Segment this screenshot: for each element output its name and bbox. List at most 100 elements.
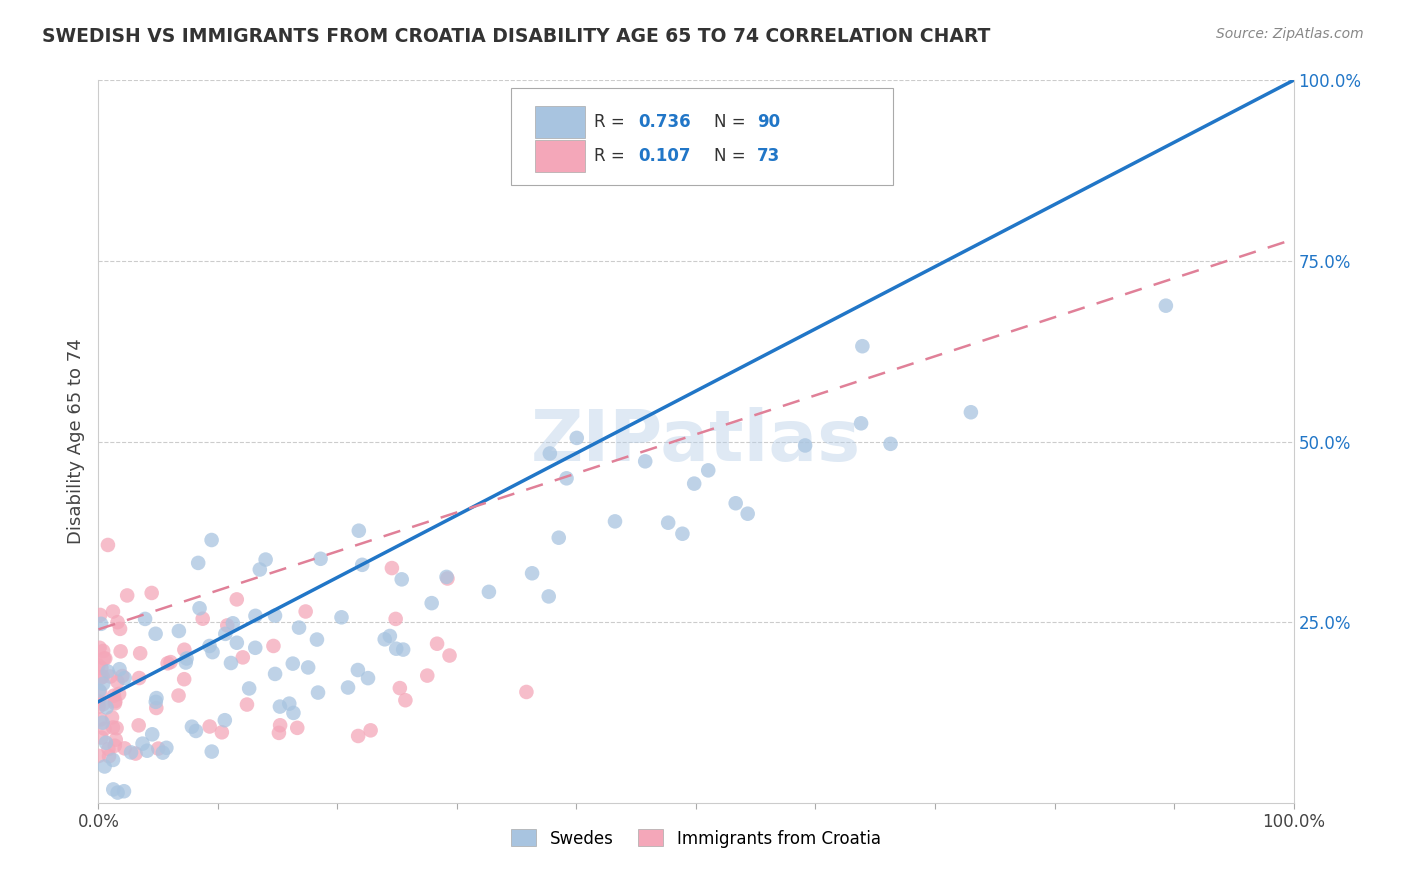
Point [439, 648, 461, 663]
Point [91, 715, 114, 730]
Point [671, 526, 693, 541]
Point [478, 585, 501, 599]
Point [114, 741, 136, 756]
Point [794, 438, 817, 452]
Point [87, 748, 110, 763]
Point [101, 710, 124, 724]
Point [278, 697, 301, 711]
Point [201, 745, 224, 759]
Point [173, 672, 195, 686]
Point [347, 524, 370, 538]
Point [269, 718, 291, 732]
Point [93, 722, 115, 736]
Point [392, 642, 415, 657]
Point [236, 698, 259, 712]
Point [141, 586, 163, 600]
Point [198, 639, 221, 653]
Point [217, 618, 239, 632]
Point [357, 671, 380, 685]
Point [103, 782, 125, 797]
Point [565, 431, 588, 445]
Point [352, 558, 374, 572]
Point [136, 744, 159, 758]
Point [134, 612, 156, 626]
Point [388, 681, 411, 695]
Point [103, 689, 125, 703]
Point [337, 681, 360, 695]
Point [309, 551, 332, 566]
Text: N =: N = [714, 147, 751, 165]
Point [93, 651, 115, 665]
Point [101, 753, 124, 767]
Point [176, 651, 198, 665]
Point [1154, 299, 1177, 313]
Point [697, 463, 720, 477]
Point [87, 658, 110, 673]
Text: ZIPatlas: ZIPatlas [531, 407, 860, 476]
Point [97, 742, 120, 756]
Point [634, 454, 657, 468]
Text: 73: 73 [756, 147, 780, 165]
Point [111, 669, 134, 683]
Point [167, 624, 190, 638]
Point [89, 685, 111, 699]
Point [262, 639, 284, 653]
Point [159, 655, 181, 669]
Point [104, 696, 127, 710]
Point [724, 496, 747, 510]
Point [378, 629, 401, 643]
Point [181, 720, 204, 734]
Point [538, 446, 561, 460]
Point [391, 572, 413, 586]
Point [87, 699, 110, 714]
Point [156, 657, 179, 671]
Point [879, 437, 901, 451]
Point [97, 538, 120, 552]
Point [100, 669, 122, 683]
Point [264, 608, 287, 623]
Point [225, 592, 247, 607]
Point [148, 741, 170, 756]
Point [374, 632, 396, 647]
Point [96, 700, 118, 714]
Text: N =: N = [714, 113, 751, 131]
Point [225, 636, 247, 650]
Point [104, 694, 127, 708]
Point [426, 637, 449, 651]
Legend: Swedes, Immigrants from Croatia: Swedes, Immigrants from Croatia [503, 821, 889, 856]
Point [683, 476, 706, 491]
Point [420, 596, 443, 610]
Point [214, 627, 236, 641]
Point [188, 601, 211, 615]
Point [737, 507, 759, 521]
Point [101, 605, 124, 619]
Point [381, 561, 404, 575]
Point [201, 645, 224, 659]
Point [90, 671, 112, 685]
Point [141, 727, 163, 741]
Point [603, 514, 626, 528]
Text: R =: R = [595, 147, 630, 165]
Point [219, 656, 242, 670]
Point [360, 723, 382, 738]
Text: SWEDISH VS IMMIGRANTS FROM CROATIA DISABILITY AGE 65 TO 74 CORRELATION CHART: SWEDISH VS IMMIGRANTS FROM CROATIA DISAB… [42, 27, 991, 45]
Point [129, 646, 152, 660]
Point [98, 749, 121, 764]
Point [305, 632, 328, 647]
Point [198, 719, 221, 733]
FancyBboxPatch shape [510, 87, 893, 185]
Point [254, 552, 277, 566]
Point [297, 660, 319, 674]
Point [232, 650, 254, 665]
Point [167, 689, 190, 703]
Point [91, 669, 114, 683]
Point [191, 612, 214, 626]
Point [90, 616, 112, 631]
Point [347, 729, 370, 743]
Point [145, 627, 167, 641]
Point [104, 732, 127, 747]
Point [128, 718, 150, 732]
Point [307, 685, 329, 699]
Point [960, 405, 983, 419]
FancyBboxPatch shape [534, 140, 585, 172]
